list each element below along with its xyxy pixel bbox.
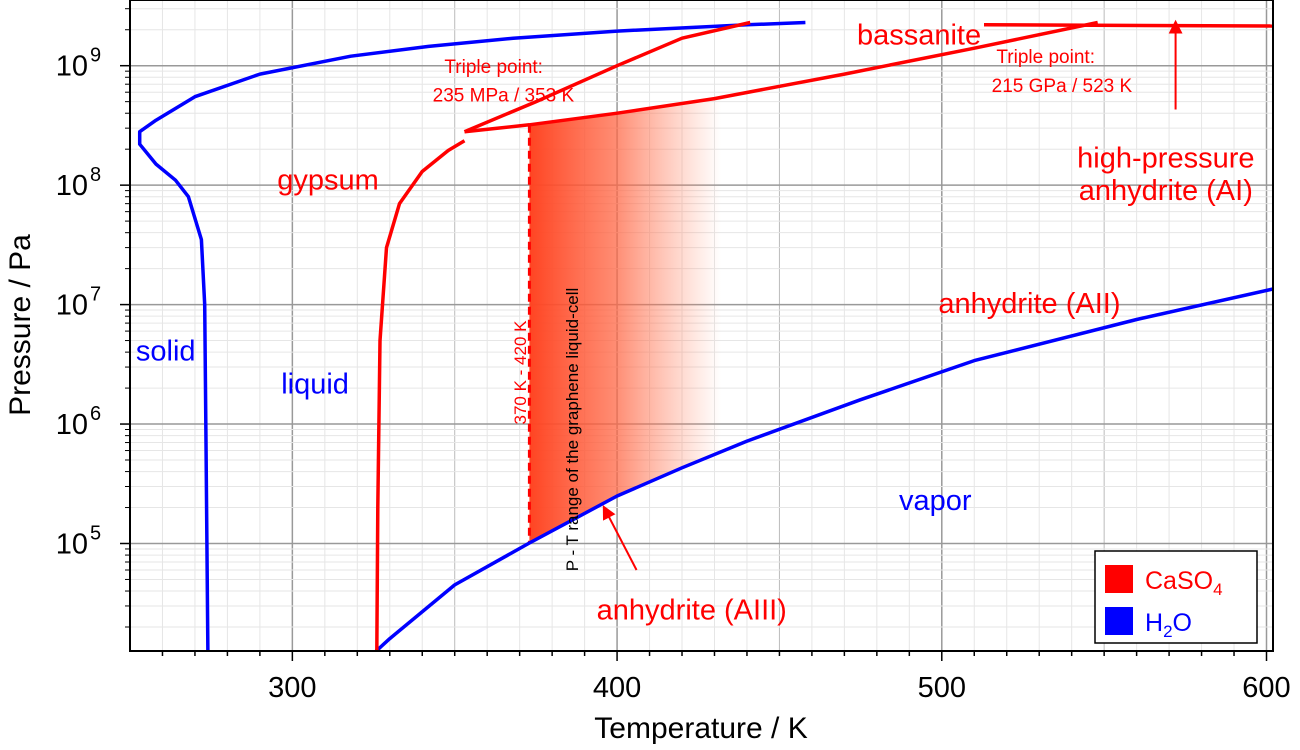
region-label: liquid	[281, 369, 349, 401]
y-axis-title: Pressure / Pa	[4, 234, 37, 416]
x-tick-label: 400	[593, 672, 641, 704]
region-labels: gypsum bassanite anhydrite (AII) anhydrite …	[136, 20, 1255, 627]
region-label: 235 MPa / 353 K	[433, 86, 575, 107]
region-label: anhydrite (AII)	[938, 288, 1120, 320]
plot-border	[129, 0, 1274, 652]
shaded-region-label: P - T range of the graphene liquid-cell	[563, 288, 582, 572]
region-label: anhydrite (AIII)	[597, 595, 787, 627]
legend-swatch	[1105, 607, 1133, 635]
y-tick-label: 10	[56, 409, 88, 441]
x-axis-title: Temperature / K	[594, 712, 807, 745]
legend-swatch	[1105, 565, 1133, 593]
y-tick-label: 10	[56, 290, 88, 322]
y-tick-label: 10	[56, 528, 88, 560]
series-line-h2o-1	[373, 287, 1273, 651]
y-tick-label: 10	[56, 170, 88, 202]
y-tick-exponent: 7	[90, 284, 101, 306]
plot-frame	[129, 0, 1274, 652]
y-tick-label: 10	[56, 51, 88, 83]
shaded-region	[527, 97, 721, 543]
region-label: Triple point:	[996, 47, 1095, 68]
legend-label: H2O	[1145, 609, 1192, 641]
region-label: bassanite	[857, 20, 981, 52]
region-label: Triple point:	[444, 57, 543, 78]
series-line-h2o-0	[137, 20, 806, 651]
series-line-caso4-3	[464, 20, 1099, 134]
y-tick-exponent: 5	[90, 522, 101, 544]
legend: CaSO4 H2O	[1094, 550, 1258, 644]
range-temperature-label: 370 K - 420 K	[511, 320, 530, 425]
y-tick-exponent: 6	[90, 403, 101, 425]
region-label: anhydrite (AI)	[1079, 175, 1253, 207]
region-label: 215 GPa / 523 K	[992, 76, 1133, 97]
y-tick-exponent: 9	[90, 45, 101, 67]
region-label: gypsum	[277, 164, 379, 196]
region-label: high-pressure	[1077, 143, 1254, 175]
series-line-caso4-5	[983, 23, 1273, 28]
shaded-range	[529, 97, 721, 543]
series-line-caso4-2	[375, 139, 466, 651]
region-label: vapor	[899, 485, 972, 517]
x-tick-label: 600	[1242, 672, 1290, 704]
annotation-arrow	[602, 505, 638, 571]
y-tick-exponent: 8	[90, 164, 101, 186]
legend-label: CaSO4	[1145, 567, 1223, 599]
x-tick-label: 300	[268, 672, 316, 704]
region-label: solid	[136, 336, 196, 368]
series-line-caso4-4	[463, 20, 751, 134]
phase-boundaries	[137, 20, 1273, 651]
x-tick-label: 500	[918, 672, 966, 704]
